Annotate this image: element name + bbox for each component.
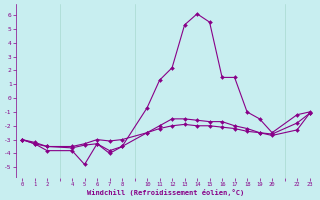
X-axis label: Windchill (Refroidissement éolien,°C): Windchill (Refroidissement éolien,°C) xyxy=(87,189,244,196)
